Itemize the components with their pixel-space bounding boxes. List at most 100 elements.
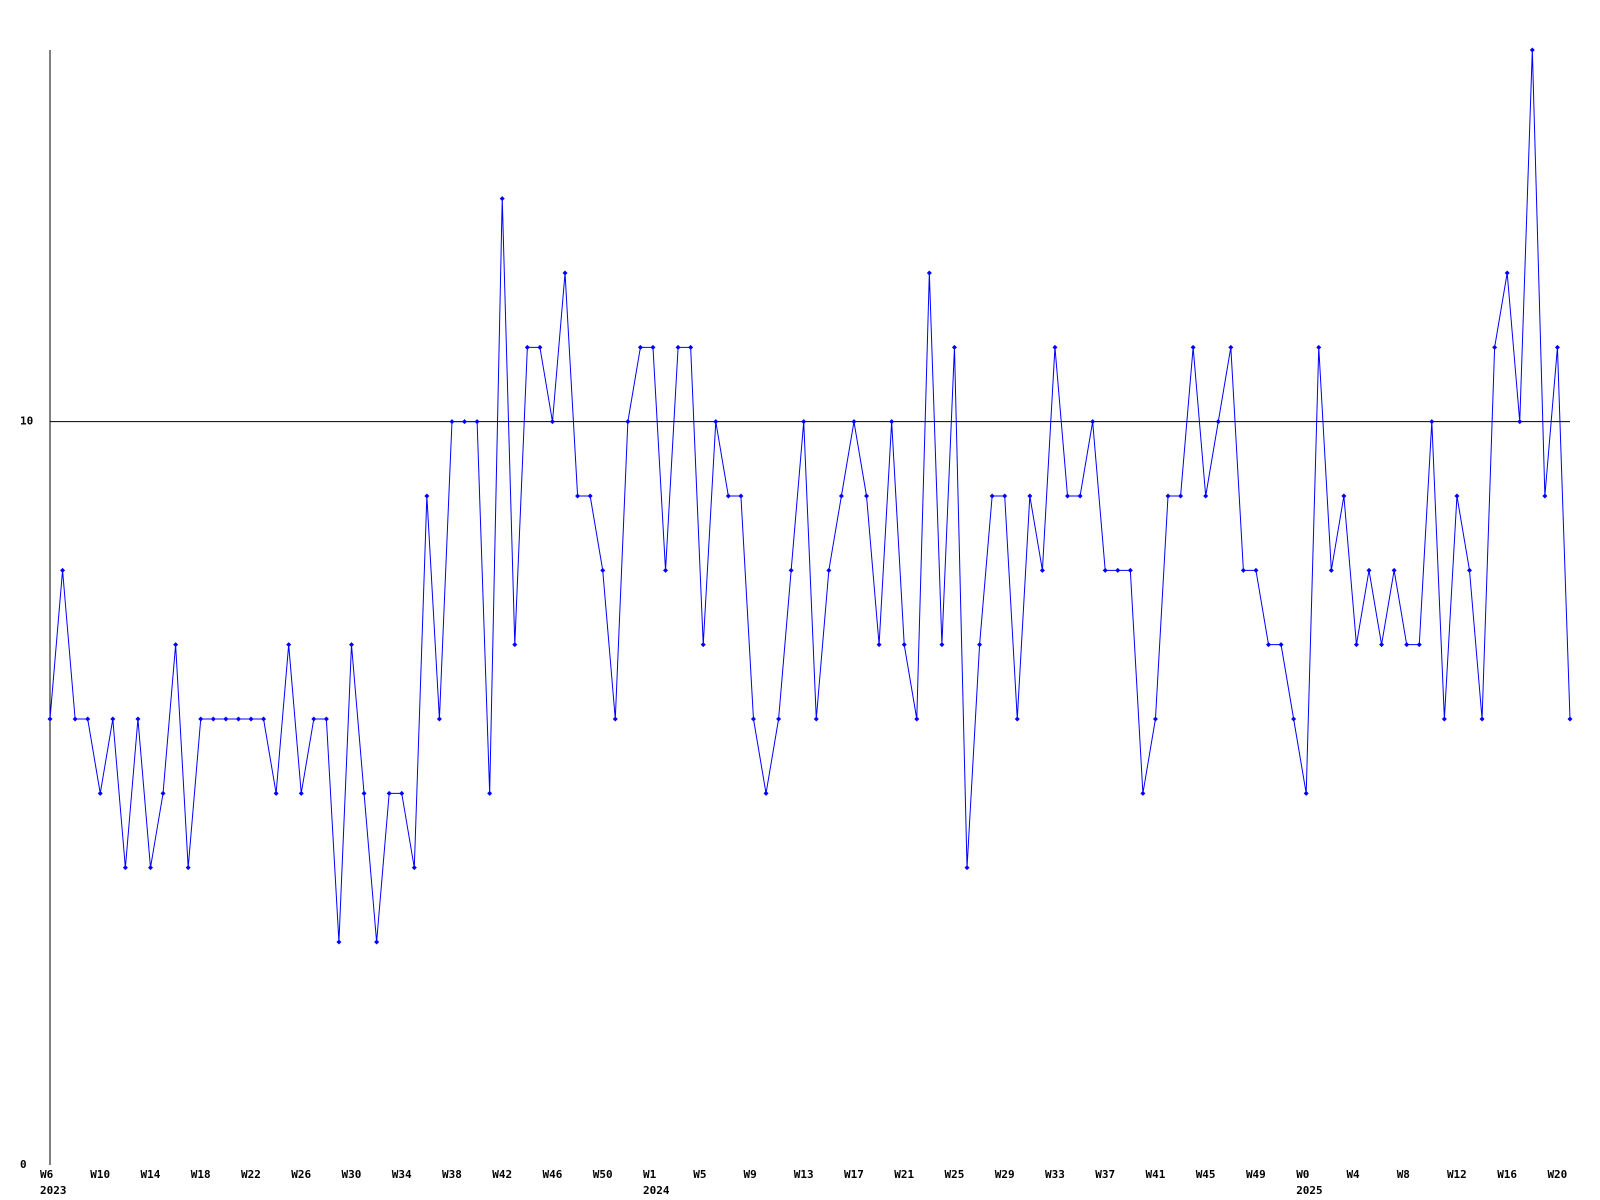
x-tick-label: W5 [693,1168,706,1181]
x-tick-label: W17 [844,1168,864,1181]
data-point [1554,344,1560,350]
data-point [1014,716,1020,722]
x-tick-label: W6 [40,1168,54,1181]
data-point [1266,642,1272,648]
x-tick-label: W22 [241,1168,261,1181]
data-point [273,790,279,796]
data-point [1115,567,1121,573]
data-point [977,642,983,648]
x-tick-label: W34 [392,1168,412,1181]
data-point [1479,716,1485,722]
data-point [97,790,103,796]
data-point [462,419,468,425]
x-tick-label: W13 [794,1168,814,1181]
x-tick-label: W16 [1497,1168,1517,1181]
data-point [1253,567,1259,573]
data-point [1429,419,1435,425]
x-tick-label: W50 [593,1168,613,1181]
data-point [1027,493,1033,499]
data-point [612,716,618,722]
data-point [575,493,581,499]
data-point [675,344,681,350]
data-point [223,716,229,722]
data-point [1052,344,1058,350]
data-point [889,419,895,425]
data-point [1416,642,1422,648]
data-point [1542,493,1548,499]
data-point [650,344,656,350]
data-point [135,716,141,722]
data-point [1467,567,1473,573]
data-point [122,865,128,871]
data-point [688,344,694,350]
x-tick-label: W37 [1095,1168,1115,1181]
data-point [1102,567,1108,573]
data-point [60,567,66,573]
x-tick-label: W21 [894,1168,914,1181]
data-point [474,419,480,425]
data-point [323,716,329,722]
data-point [386,790,392,796]
data-point [1504,270,1510,276]
data-point [725,493,731,499]
x-tick-label: W14 [140,1168,160,1181]
data-point [512,642,518,648]
x-tick-label: W49 [1246,1168,1266,1181]
x-tick-label: W45 [1196,1168,1216,1181]
data-point [499,196,505,202]
x-tick-label: W12 [1447,1168,1467,1181]
data-point [663,567,669,573]
x-tick-label: W42 [492,1168,512,1181]
data-point [713,419,719,425]
data-point [160,790,166,796]
data-point [700,642,706,648]
y-tick-label: 10 [20,415,33,428]
data-point [801,419,807,425]
data-point [286,642,292,648]
x-tick-label: W25 [944,1168,964,1181]
data-point [1341,493,1347,499]
data-point [185,865,191,871]
data-point [1215,419,1221,425]
data-point [210,716,216,722]
data-point [348,642,354,648]
data-point [424,493,430,499]
data-point [1366,567,1372,573]
data-point [1404,642,1410,648]
data-point [1152,716,1158,722]
x-tick-label: W46 [542,1168,562,1181]
data-point [637,344,643,350]
x-year-label: 2024 [643,1184,670,1197]
data-point [411,865,417,871]
data-point [235,716,241,722]
y-tick-label: 0 [20,1158,27,1171]
x-tick-label: W29 [995,1168,1015,1181]
data-point [1379,642,1385,648]
data-point [1190,344,1196,350]
data-point [361,790,367,796]
data-point [449,419,455,425]
data-point [1203,493,1209,499]
x-year-label: 2023 [40,1184,67,1197]
data-point [198,716,204,722]
data-point [248,716,254,722]
data-point [1065,493,1071,499]
data-point [851,419,857,425]
x-tick-label: W10 [90,1168,110,1181]
data-point [914,716,920,722]
data-point [1165,493,1171,499]
data-point [1353,642,1359,648]
x-tick-label: W0 [1296,1168,1309,1181]
data-point [826,567,832,573]
data-point [173,642,179,648]
data-point [399,790,405,796]
data-point [876,642,882,648]
x-tick-label: W33 [1045,1168,1065,1181]
x-tick-label: W38 [442,1168,462,1181]
data-point [110,716,116,722]
x-tick-label: W1 [643,1168,657,1181]
data-point [625,419,631,425]
data-point [1316,344,1322,350]
data-point [813,716,819,722]
data-point [926,270,932,276]
